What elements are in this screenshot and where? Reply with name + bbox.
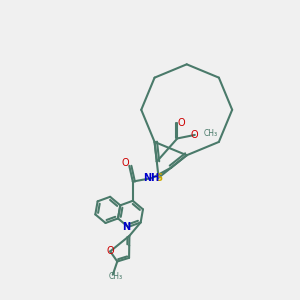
Text: CH₃: CH₃ xyxy=(203,129,218,138)
Text: O: O xyxy=(106,246,114,256)
Text: O: O xyxy=(121,158,129,168)
Text: O: O xyxy=(178,118,185,128)
Text: NH: NH xyxy=(143,173,159,183)
Text: N: N xyxy=(122,222,130,232)
Text: S: S xyxy=(155,173,162,183)
Text: O: O xyxy=(191,130,199,140)
Text: CH₃: CH₃ xyxy=(108,272,122,281)
